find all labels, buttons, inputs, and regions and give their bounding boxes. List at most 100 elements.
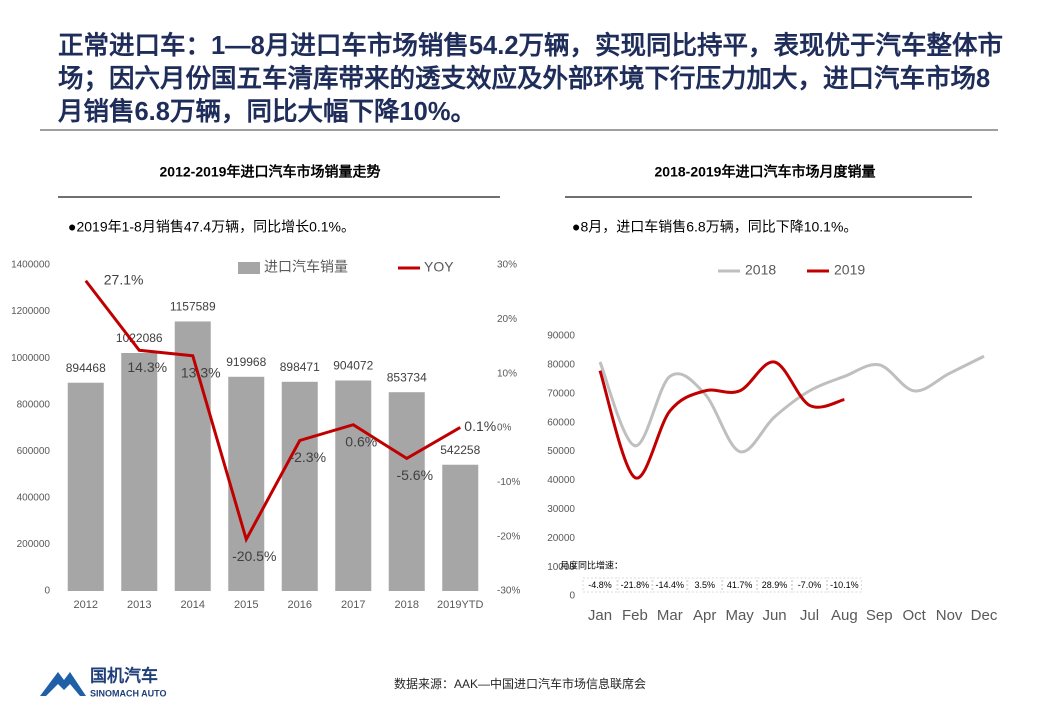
y2-tick-label: -10% [497,477,520,488]
table-cell [722,577,758,593]
y2-tick-label: 20% [497,314,517,325]
data-label: -2.3% [289,449,326,465]
slide-title: 正常进口车：1—8月进口车市场销售54.2万辆，实现同比持平，表现优于汽车整体市… [58,32,1003,126]
data-label: 13.3% [181,364,221,380]
table-cell [757,577,793,593]
x-tick-label: May [725,607,754,624]
x-tick-label: Nov [936,607,963,624]
y-tick-label: 50000 [547,446,575,457]
table-cell [617,577,653,593]
y-tick-label: 400000 [17,492,51,503]
y-tick-label: 1400000 [11,260,50,271]
table-value: 41.7% [727,580,753,590]
data-label: 542258 [440,443,480,457]
x-tick-label: Feb [622,607,648,624]
y-tick-label: 70000 [547,388,575,399]
table-value: -7.0% [798,580,822,590]
x-tick-label: Dec [971,607,998,624]
y-tick-label: 0 [569,591,575,602]
y-tick-label: 200000 [17,539,51,550]
table-cell [687,577,723,593]
x-tick-label: Oct [903,607,927,624]
table-cell [652,577,688,593]
y2-tick-label: -20% [497,531,520,542]
x-tick-label: Jul [800,607,819,624]
y2-tick-label: 30% [497,260,517,271]
bar [335,380,372,591]
y2-tick-label: 10% [497,368,517,379]
source: 数据来源：AAK—中国进口汽车市场信息联席会 [394,676,646,691]
yoy-line [84,279,462,544]
chart-title: 2018-2019年进口汽车市场月度销量 [655,164,876,180]
x-tick-label: 2018 [395,599,419,611]
legend-label: 2018 [745,262,776,278]
data-label: 27.1% [104,271,144,287]
logo-name: 国机汽车 [90,665,158,685]
bar [442,464,479,591]
bar [281,381,318,591]
series-line [598,360,845,480]
y-tick-label: 800000 [17,399,51,410]
y-tick-label: 60000 [547,417,575,428]
y-tick-label: 30000 [547,504,575,515]
y2-tick-label: -30% [497,586,520,597]
table-cell [791,577,827,593]
bar [228,376,265,591]
y2-tick-label: 0% [497,423,512,434]
y-tick-label: 0 [44,586,50,597]
data-label: 0.1% [464,418,496,434]
table-value: -10.1% [830,580,859,590]
data-label: 904072 [333,359,373,373]
x-tick-label: Sep [866,607,893,624]
table-cell [582,577,618,593]
y-tick-label: 1000000 [11,353,50,364]
data-label: 0.6% [345,433,377,449]
legend-label: YOY [424,259,454,275]
table-value: 3.5% [694,580,715,590]
legend-swatch [238,262,260,274]
data-label: 853734 [387,370,427,384]
x-tick-label: 2019YTD [437,599,484,611]
x-tick-label: Jun [762,607,786,624]
bar [388,392,425,591]
x-tick-label: Apr [693,607,716,624]
table-label: 月度同比增速： [560,559,623,570]
data-label: 894468 [66,361,106,375]
annotation: ●2019年1-8月销售47.4万辆，同比增长0.1%。 [68,219,355,235]
table-value: -4.8% [588,580,612,590]
y-tick-label: 40000 [547,475,575,486]
x-tick-label: 2016 [288,599,312,611]
data-label: 1157589 [170,300,216,314]
data-label: 1022086 [116,331,163,345]
y-tick-label: 90000 [547,331,575,342]
data-label: 898471 [280,360,320,374]
table-cell [826,577,862,593]
data-label: 14.3% [127,359,167,375]
data-label: 919968 [226,355,266,369]
x-tick-label: 2014 [181,599,205,611]
table-value: 28.9% [762,580,788,590]
table-value: -21.8% [621,580,650,590]
x-tick-label: 2013 [127,599,151,611]
y-tick-label: 10000 [547,562,575,573]
legend-label: 2019 [834,262,865,278]
bar [174,321,211,591]
y-tick-label: 20000 [547,533,575,544]
x-tick-label: Mar [657,607,683,624]
y-tick-label: 1200000 [11,306,50,317]
x-tick-label: 2017 [341,599,365,611]
annotation: ●8月，进口车销售6.8万辆，同比下降10.1%。 [572,219,857,235]
table-value: -14.4% [656,580,685,590]
chart-title: 2012-2019年进口汽车市场销量走势 [160,164,381,180]
data-label: -5.6% [396,467,433,483]
legend-label: 进口汽车销量 [264,259,348,275]
data-label: -20.5% [232,548,276,564]
y-tick-label: 80000 [547,360,575,371]
series-line [598,354,985,454]
x-tick-label: 2015 [234,599,258,611]
y-tick-label: 600000 [17,446,51,457]
x-tick-label: Jan [588,607,612,624]
x-tick-label: 2012 [74,599,98,611]
